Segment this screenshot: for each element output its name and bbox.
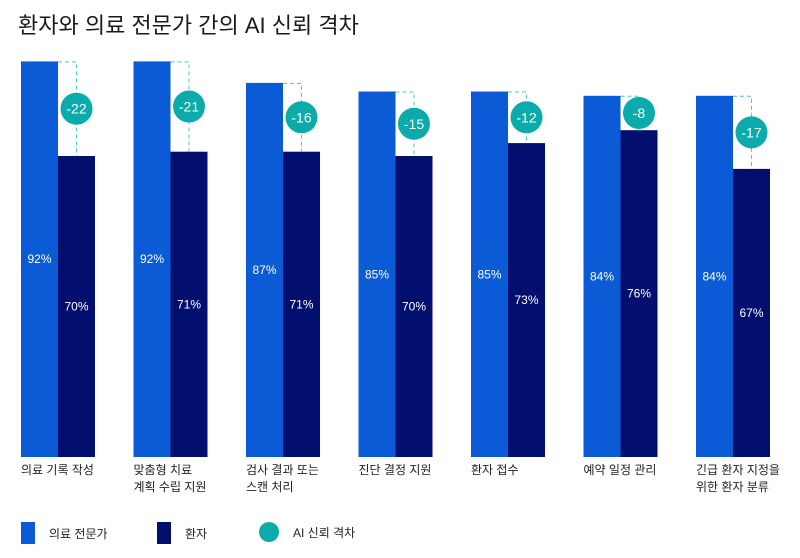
legend-swatch (157, 522, 171, 544)
legend-swatch (259, 522, 279, 542)
bar-patient (395, 156, 433, 457)
legend-label: 의료 전문가 (49, 526, 108, 541)
gap-marker (398, 107, 430, 140)
bar-patient (620, 130, 658, 457)
category-label: 예약 일정 관리 (584, 462, 694, 479)
bar-professional (583, 95, 621, 458)
gap-marker (510, 101, 543, 134)
data-label-patient: 70% (64, 300, 88, 314)
legend-label: 환자 (185, 526, 208, 541)
bar-professional (21, 61, 58, 458)
legend-patient: 환자 (157, 522, 207, 544)
bar-patient (508, 143, 545, 457)
bar-professional (471, 91, 508, 457)
category-label: 환자 접수 (471, 462, 581, 479)
category-label-line: 환자 접수 (471, 463, 519, 477)
bar-patient (58, 156, 95, 457)
data-label-patient: 70% (402, 300, 426, 314)
gap-marker (173, 90, 205, 123)
legend-swatch (21, 522, 35, 544)
gap-marker (60, 92, 93, 125)
data-label-patient: 71% (289, 297, 313, 311)
legend-professional: 의료 전문가 (21, 522, 108, 544)
bar-patient (170, 151, 208, 457)
category-label-line: 긴급 환자 지정을 (696, 463, 780, 477)
category-label-line: 진단 결정 지원 (358, 463, 432, 477)
category-label-line: 위한 환자 분류 (696, 480, 769, 494)
gap-label: -17 (741, 124, 761, 140)
data-label-professional: 84% (702, 269, 726, 283)
gap-marker (285, 101, 318, 134)
gap-label: -15 (404, 116, 424, 132)
legend-gap: AI 신뢰 격차 (259, 522, 355, 542)
data-label-professional: 87% (252, 263, 276, 277)
category-label: 의료 기록 작성 (21, 462, 131, 479)
bar-chart: 92% 70% -22 92% 71% -21 87% 71% -16 85% 70% -15 85% 7… (21, 61, 770, 458)
category-label-line: 검사 결과 또는 (246, 463, 319, 477)
category-label-line: 스캔 처리 (246, 480, 294, 494)
legend-label: AI 신뢰 격차 (293, 525, 356, 540)
gap-label: -12 (516, 109, 536, 125)
data-label-professional: 84% (590, 269, 614, 283)
bar-professional (696, 95, 733, 458)
gap-marker (735, 116, 768, 149)
data-label-professional: 85% (365, 267, 389, 281)
data-label-patient: 71% (177, 297, 201, 311)
data-label-patient: 76% (627, 287, 651, 301)
gap-marker (623, 97, 655, 129)
data-label-professional: 92% (27, 252, 51, 266)
category-label-line: 의료 기록 작성 (21, 463, 94, 477)
category-label-line: 예약 일정 관리 (583, 463, 657, 477)
data-label-professional: 92% (140, 252, 164, 266)
category-label: 진단 결정 지원 (359, 462, 469, 479)
category-label-line: 맞춤형 치료 (133, 463, 193, 477)
bar-patient (283, 151, 320, 457)
bar-patient (733, 168, 770, 457)
bar-professional (246, 82, 283, 458)
category-label-line: 계획 수립 지원 (133, 480, 207, 494)
gap-label: -22 (66, 101, 86, 117)
data-label-patient: 67% (739, 306, 763, 320)
bar-professional (358, 91, 396, 457)
chart-title: 환자와 의료 전문가 간의 AI 신뢰 격차 (18, 13, 359, 38)
data-label-patient: 73% (514, 293, 538, 307)
gap-label: -16 (291, 109, 311, 125)
data-label-professional: 85% (477, 267, 501, 281)
bar-professional (133, 61, 171, 458)
gap-label: -8 (633, 105, 646, 121)
gap-label: -21 (179, 99, 199, 115)
